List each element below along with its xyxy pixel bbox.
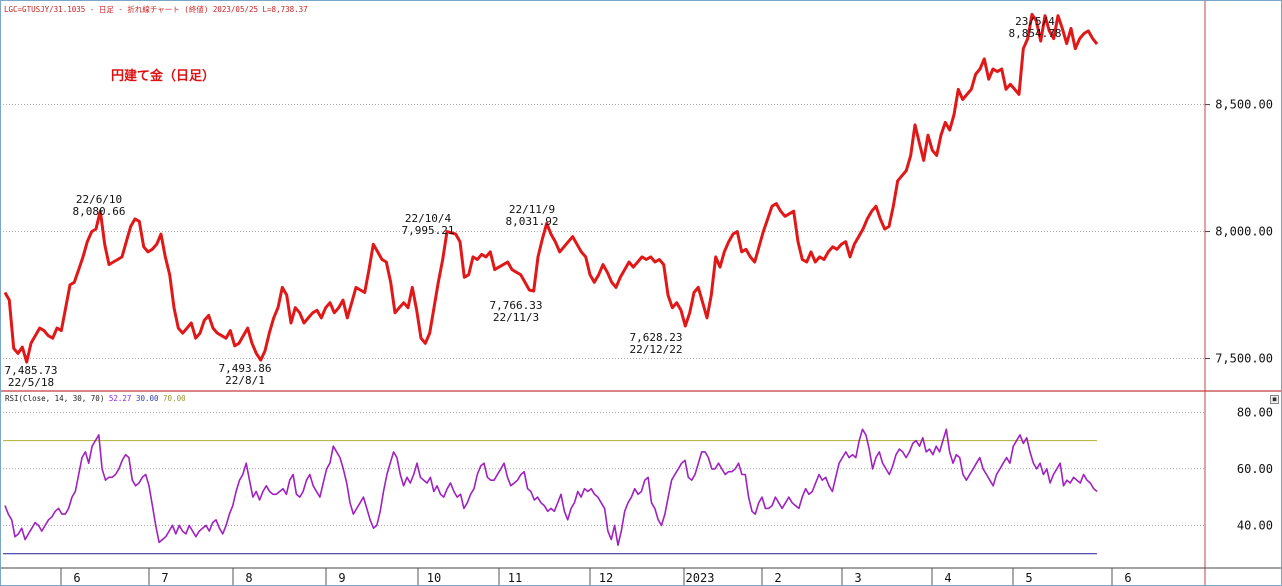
rsi-header: RSI(Close, 14, 30, 70) 52.27 30.00 70.00 [5,394,186,403]
month-label: 11 [508,571,522,585]
chart-title: 円建て金（日足） [111,69,216,84]
month-label: 12 [599,571,613,585]
month-label: 4 [944,571,951,585]
month-label: 10 [427,571,441,585]
annotation-value: 7,995.21 [401,224,455,237]
panel-collapse-button[interactable]: ■ [1270,395,1279,404]
rsi-tick-label: 40.00 [1237,518,1273,532]
month-label: 9 [338,571,345,585]
annotation-value: 7,766.33 [489,299,543,312]
annotation-value: 8,031.92 [505,215,559,228]
rsi-lower-level: 30.00 [135,394,159,403]
annotation-date: 22/10/4 [404,212,452,225]
price-tick-label: 7,500.00 [1215,352,1273,366]
month-label: 2023 [686,571,715,585]
annotation-high-2210: 22/10/4 7,995.21 [402,213,455,237]
annotation-value: 8,854.78 [1008,27,1062,40]
rsi-series-line [4,428,1098,546]
annotation-value: 8,080.66 [72,205,126,218]
annotation-low-2205: 7,485.73 22/5/18 [5,365,58,389]
month-label: 5 [1025,571,1032,585]
annotation-date: 22/11/9 [508,203,556,216]
annotation-low-2211: 7,766.33 22/11/3 [490,300,543,324]
month-label: 6 [73,571,80,585]
rsi-tick-label: 80.00 [1237,405,1273,419]
month-label: 7 [161,571,168,585]
symbol-header: LGC=GTUSJY/31.1035 - 日足 - 折れ線チャート (終値) 2… [4,5,308,14]
rsi-value: 52.27 [108,394,132,403]
rsi-upper-level: 70.00 [163,394,186,403]
annotation-high-2305: 23/5/4 8,854.78 [1009,16,1062,40]
annotation-date: 22/6/10 [75,193,123,206]
annotation-high-2206: 22/6/10 8,080.66 [73,194,126,218]
annotation-date: 23/5/4 [1015,15,1055,28]
annotation-value: 7,485.73 [4,364,58,377]
price-series-line [3,12,1099,364]
price-tick-label: 8,000.00 [1215,225,1273,239]
annotation-high-2211: 22/11/9 8,031.92 [506,204,559,228]
annotation-low-2208: 7,493.86 22/8/1 [219,363,272,387]
rsi-label: RSI(Close, 14, 30, 70) [5,394,105,403]
annotation-date: 22/12/22 [629,343,683,356]
annotation-date: 22/11/3 [492,311,540,324]
annotation-value: 7,628.23 [629,331,683,344]
annotation-date: 22/5/18 [7,376,55,389]
month-label: 8 [245,571,252,585]
rsi-tick-label: 60.00 [1237,462,1273,476]
month-label: 3 [854,571,861,585]
annotation-date: 22/8/1 [225,374,265,387]
annotation-value: 7,493.86 [218,362,272,375]
month-label: 2 [774,571,781,585]
annotation-low-2212: 7,628.23 22/12/22 [630,332,683,356]
price-tick-label: 8,500.00 [1215,98,1273,112]
month-label: 6 [1124,571,1131,585]
